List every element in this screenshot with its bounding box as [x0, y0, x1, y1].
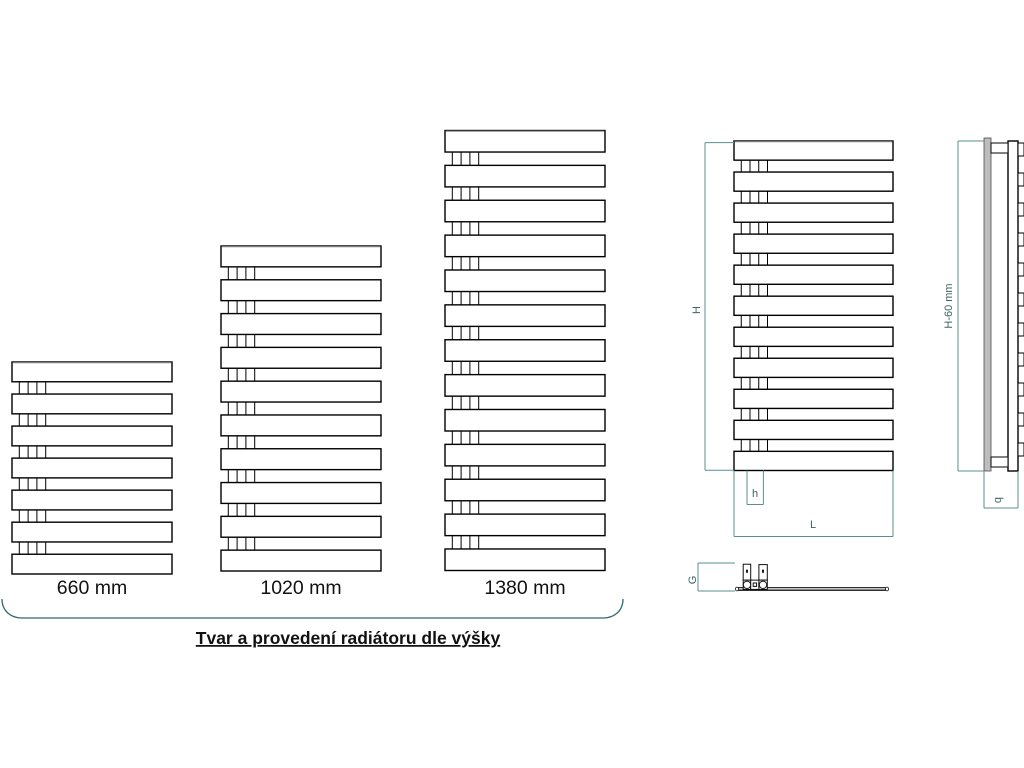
svg-text:h: h	[752, 488, 758, 500]
svg-text:G: G	[687, 576, 699, 585]
svg-text:L: L	[810, 519, 816, 531]
svg-text:1380 mm: 1380 mm	[484, 577, 565, 599]
svg-text:Tvar a provedení radiátoru dle: Tvar a provedení radiátoru dle výšky	[196, 628, 501, 648]
svg-text:660 mm: 660 mm	[57, 577, 127, 599]
svg-text:H: H	[691, 306, 703, 314]
svg-text:1020 mm: 1020 mm	[260, 577, 341, 599]
svg-text:q: q	[992, 497, 1004, 503]
svg-text:H-60 mm: H-60 mm	[943, 283, 955, 328]
